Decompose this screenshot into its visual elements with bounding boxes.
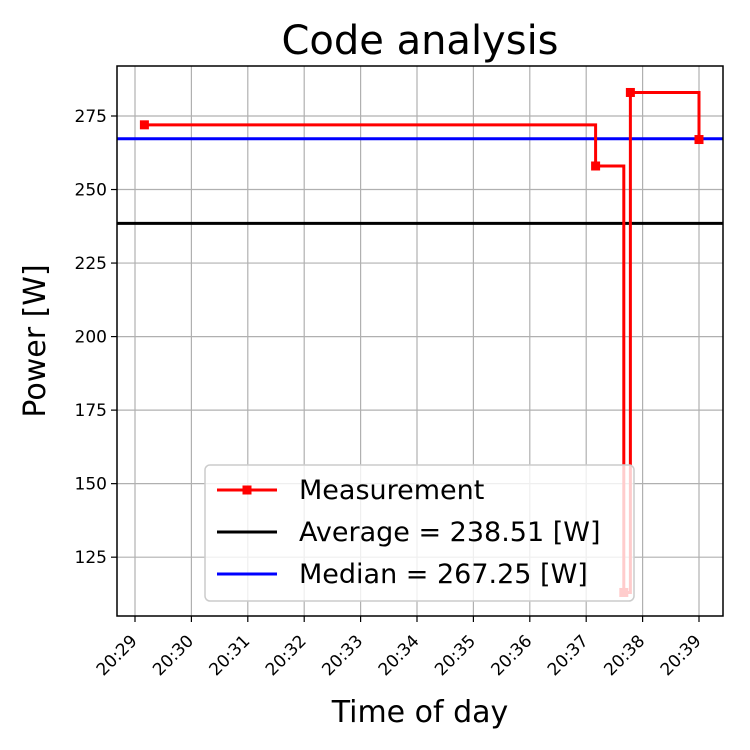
legend-entry-label: Average = 238.51 [W] <box>299 517 600 548</box>
y-tick-label: 275 <box>75 107 107 127</box>
grid <box>117 66 723 616</box>
plot-area-frame <box>116 65 724 617</box>
y-tick-label: 225 <box>75 254 107 274</box>
y-axis-label: Power [W] <box>18 264 53 417</box>
legend-entry-label: Measurement <box>299 475 484 506</box>
measurement-point <box>694 135 704 145</box>
y-tick-label: 125 <box>75 548 107 568</box>
measurement-point <box>591 161 601 171</box>
legend-swatch-marker <box>242 485 252 495</box>
y-tick-label: 175 <box>75 401 107 421</box>
y-tick-label: 250 <box>75 181 107 201</box>
measurement-point <box>625 87 635 97</box>
legend: Measurement Average = 238.51 [W] Median = … <box>204 464 635 602</box>
reference-lines <box>117 137 723 225</box>
y-tick-label: 150 <box>75 475 107 495</box>
measurement-point <box>139 120 149 130</box>
legend-box <box>204 464 635 602</box>
x-axis-label: Time of day <box>331 695 509 730</box>
y-tick-label: 200 <box>75 328 107 348</box>
chart-title: Code analysis <box>281 18 558 64</box>
legend-entry-label: Median = 267.25 [W] <box>299 559 588 590</box>
